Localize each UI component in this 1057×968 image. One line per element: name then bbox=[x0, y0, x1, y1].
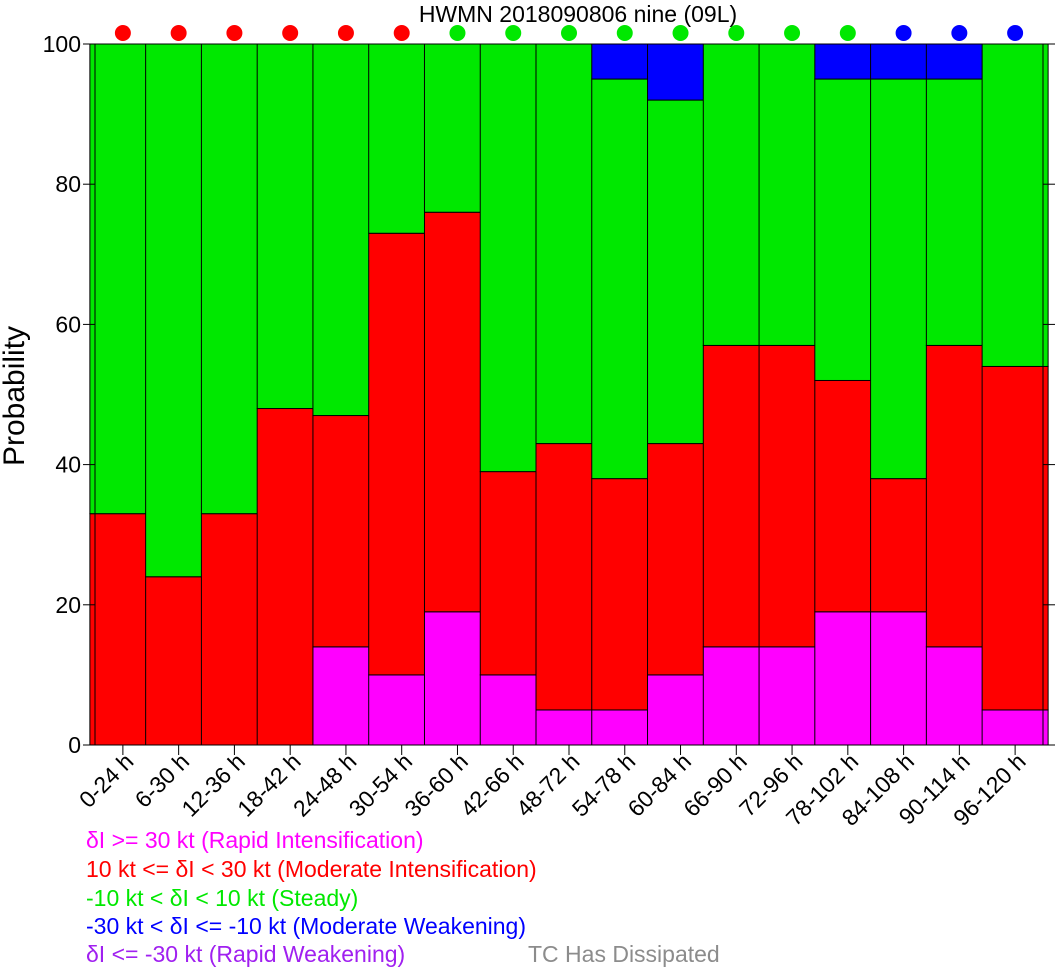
x-tick-label: 0-24 h bbox=[74, 748, 139, 813]
bar-segment-1-48-72h bbox=[535, 709, 603, 746]
category-indicator-dot bbox=[895, 25, 912, 41]
category-indicator-dot bbox=[616, 25, 633, 41]
bar-segment-1-30-54h bbox=[368, 674, 436, 746]
bar-segment-4-84-108h bbox=[870, 43, 938, 80]
bar-segment-1-42-66h bbox=[479, 674, 547, 746]
y-axis-label: Probability bbox=[0, 326, 31, 466]
y-tick-label: 60 bbox=[55, 311, 81, 337]
bar-segment-2-36-60h bbox=[423, 211, 491, 613]
category-indicator-dot bbox=[728, 25, 745, 41]
legend-entry: 10 kt <= δI < 30 kt (Moderate Intensific… bbox=[86, 856, 537, 882]
bar-segment-3-90-114h bbox=[925, 78, 993, 346]
legend-entry: -30 kt < δI <= -10 kt (Moderate Weakenin… bbox=[86, 913, 527, 939]
bar-segment-3-78-102h bbox=[814, 78, 882, 381]
category-indicator-dot bbox=[282, 25, 299, 41]
bar-segment-3-6-30h bbox=[145, 43, 213, 578]
bar-segment-2-42-66h bbox=[479, 471, 547, 676]
category-indicator-dot bbox=[170, 25, 187, 41]
bar-segment-4-54-78h bbox=[591, 43, 659, 80]
bar-segment-2-12-36h bbox=[200, 513, 268, 746]
y-tick-label: 40 bbox=[55, 452, 81, 478]
bar-segment-4-78-102h bbox=[814, 43, 882, 80]
category-indicator-dot bbox=[784, 25, 801, 41]
category-indicator-dot bbox=[337, 25, 354, 41]
category-indicator-dot bbox=[449, 25, 466, 41]
y-tick-label: 80 bbox=[55, 171, 81, 197]
bar-segment-1-36-60h bbox=[423, 611, 491, 746]
category-indicator-dot bbox=[114, 25, 131, 41]
bar-segment-3-72-96h bbox=[758, 43, 826, 346]
category-indicator-dot bbox=[951, 25, 968, 41]
chart-title: HWMN 2018090806 nine (09L) bbox=[419, 1, 737, 27]
category-indicator-dot bbox=[561, 25, 577, 41]
bar-segment-2-54-78h bbox=[591, 478, 659, 711]
bar-segment-2-30-54h bbox=[368, 232, 436, 676]
bar-segment-3-48-72h bbox=[535, 43, 603, 445]
bar-segment-4-90-114h bbox=[925, 43, 993, 80]
bar-segment-1-60-84h bbox=[647, 674, 715, 746]
bar-segment-3-36-60h bbox=[423, 43, 491, 213]
legend-entry: δI <= -30 kt (Rapid Weakening) bbox=[86, 941, 406, 967]
bar-segment-1-84-108h bbox=[870, 611, 938, 746]
bar-segment-2-60-84h bbox=[647, 443, 715, 676]
legend-dissipated-entry: TC Has Dissipated bbox=[528, 941, 720, 967]
y-tick-label: 0 bbox=[68, 732, 81, 758]
bar-segment-3-18-42h bbox=[256, 43, 324, 410]
category-indicator-dot bbox=[226, 25, 243, 41]
bar-segment-2-0-24h bbox=[89, 513, 157, 746]
bar-segment-2-72-96h bbox=[758, 344, 826, 648]
bar-segment-3-42-66h bbox=[479, 43, 547, 473]
category-indicator-dot bbox=[393, 25, 410, 41]
legend-entry: -10 kt < δI < 10 kt (Steady) bbox=[86, 885, 359, 911]
y-tick-label: 20 bbox=[55, 592, 81, 618]
category-indicator-dot bbox=[839, 25, 856, 41]
y-tick-label: 100 bbox=[43, 31, 81, 57]
bar-segment-3-0-24h bbox=[89, 43, 157, 515]
bar-segment-3-12-36h bbox=[200, 43, 268, 515]
legend-entry: δI >= 30 kt (Rapid Intensification) bbox=[86, 827, 424, 853]
bar-segment-2-90-114h bbox=[925, 344, 993, 648]
category-indicator-dot bbox=[505, 25, 522, 41]
bar-segment-1-72-96h bbox=[758, 646, 826, 746]
bar-segment-3-96-120h bbox=[981, 43, 1049, 367]
bar-segment-2-96-120h bbox=[981, 365, 1049, 711]
bar-segment-1-90-114h bbox=[925, 646, 993, 746]
bar-segment-2-24-48h bbox=[312, 415, 380, 648]
category-indicator-dot bbox=[672, 25, 689, 41]
bar-segment-3-66-90h bbox=[702, 43, 770, 346]
category-indicator-dot bbox=[1007, 25, 1024, 41]
bar-segment-1-78-102h bbox=[814, 611, 882, 746]
bar-segment-1-96-120h bbox=[981, 709, 1049, 746]
